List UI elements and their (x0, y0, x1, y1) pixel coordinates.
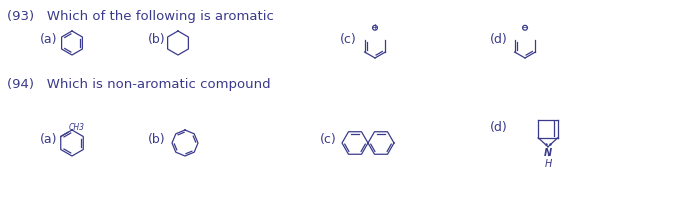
Text: (93)   Which of the following is aromatic: (93) Which of the following is aromatic (7, 10, 274, 23)
Text: (b): (b) (148, 34, 166, 46)
Text: (b): (b) (148, 134, 166, 146)
Text: −: − (521, 23, 528, 32)
Text: CH3: CH3 (69, 123, 85, 132)
Text: (c): (c) (340, 34, 356, 46)
Text: +: + (372, 23, 378, 32)
Text: (d): (d) (490, 122, 507, 134)
Text: H: H (545, 159, 552, 169)
Text: N: N (544, 148, 552, 158)
Text: (d): (d) (490, 34, 507, 46)
Text: (a): (a) (40, 134, 57, 146)
Text: (94)   Which is non-aromatic compound: (94) Which is non-aromatic compound (7, 78, 271, 91)
Text: (c): (c) (320, 134, 337, 146)
Text: (a): (a) (40, 34, 57, 46)
